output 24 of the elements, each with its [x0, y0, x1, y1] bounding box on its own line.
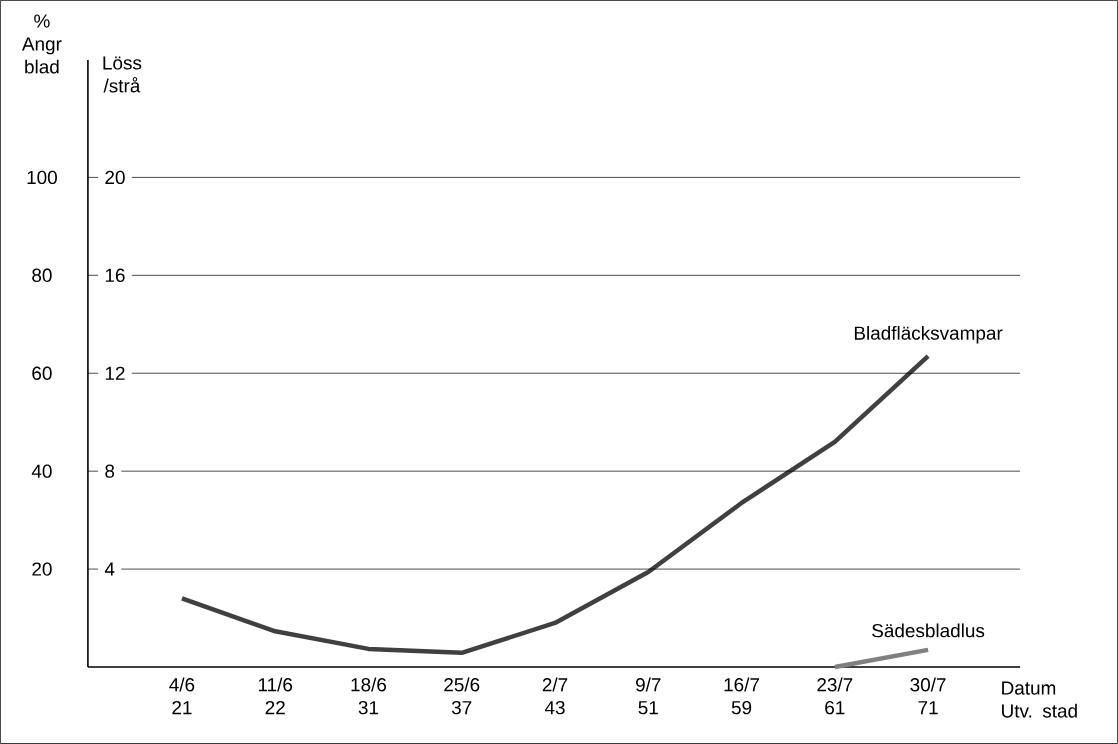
x-tick-label: 25/6 37 [444, 677, 480, 715]
y-axis-title: % Angr blad [21, 14, 62, 74]
x-tick-label: 4/6 21 [169, 677, 195, 715]
series-label: Sädesbladlus [872, 623, 985, 638]
x-tick-label: 16/7 59 [724, 677, 760, 715]
x-tick-label: 18/6 31 [351, 677, 387, 715]
x-tick-label: 30/7 71 [910, 677, 946, 715]
y-tick-label: 60 [32, 366, 52, 380]
x-tick-label: 11/6 22 [258, 677, 293, 715]
x-tick-label: 2/7 43 [542, 677, 568, 715]
y-tick-label: 40 [31, 464, 52, 478]
y-tick-label: 20 [32, 562, 52, 576]
y2-tick-label: 8 [105, 464, 115, 478]
y-tick-label: 100 [27, 170, 57, 185]
x-axis-title: Datum Utv. stad [1002, 681, 1077, 718]
y2-tick-label: 12 [105, 366, 125, 380]
y-tick-label: 80 [32, 268, 52, 283]
y2-tick-label: 4 [104, 562, 115, 576]
y2-tick-label: 16 [105, 268, 125, 283]
x-tick-label: 23/7 61 [817, 677, 853, 715]
series-label: Bladfläcksvampar [854, 325, 1003, 344]
y2-tick-label: 20 [105, 170, 125, 185]
y2-axis-title: Löss /strå [103, 56, 142, 93]
x-tick-label: 9/7 51 [636, 677, 661, 715]
